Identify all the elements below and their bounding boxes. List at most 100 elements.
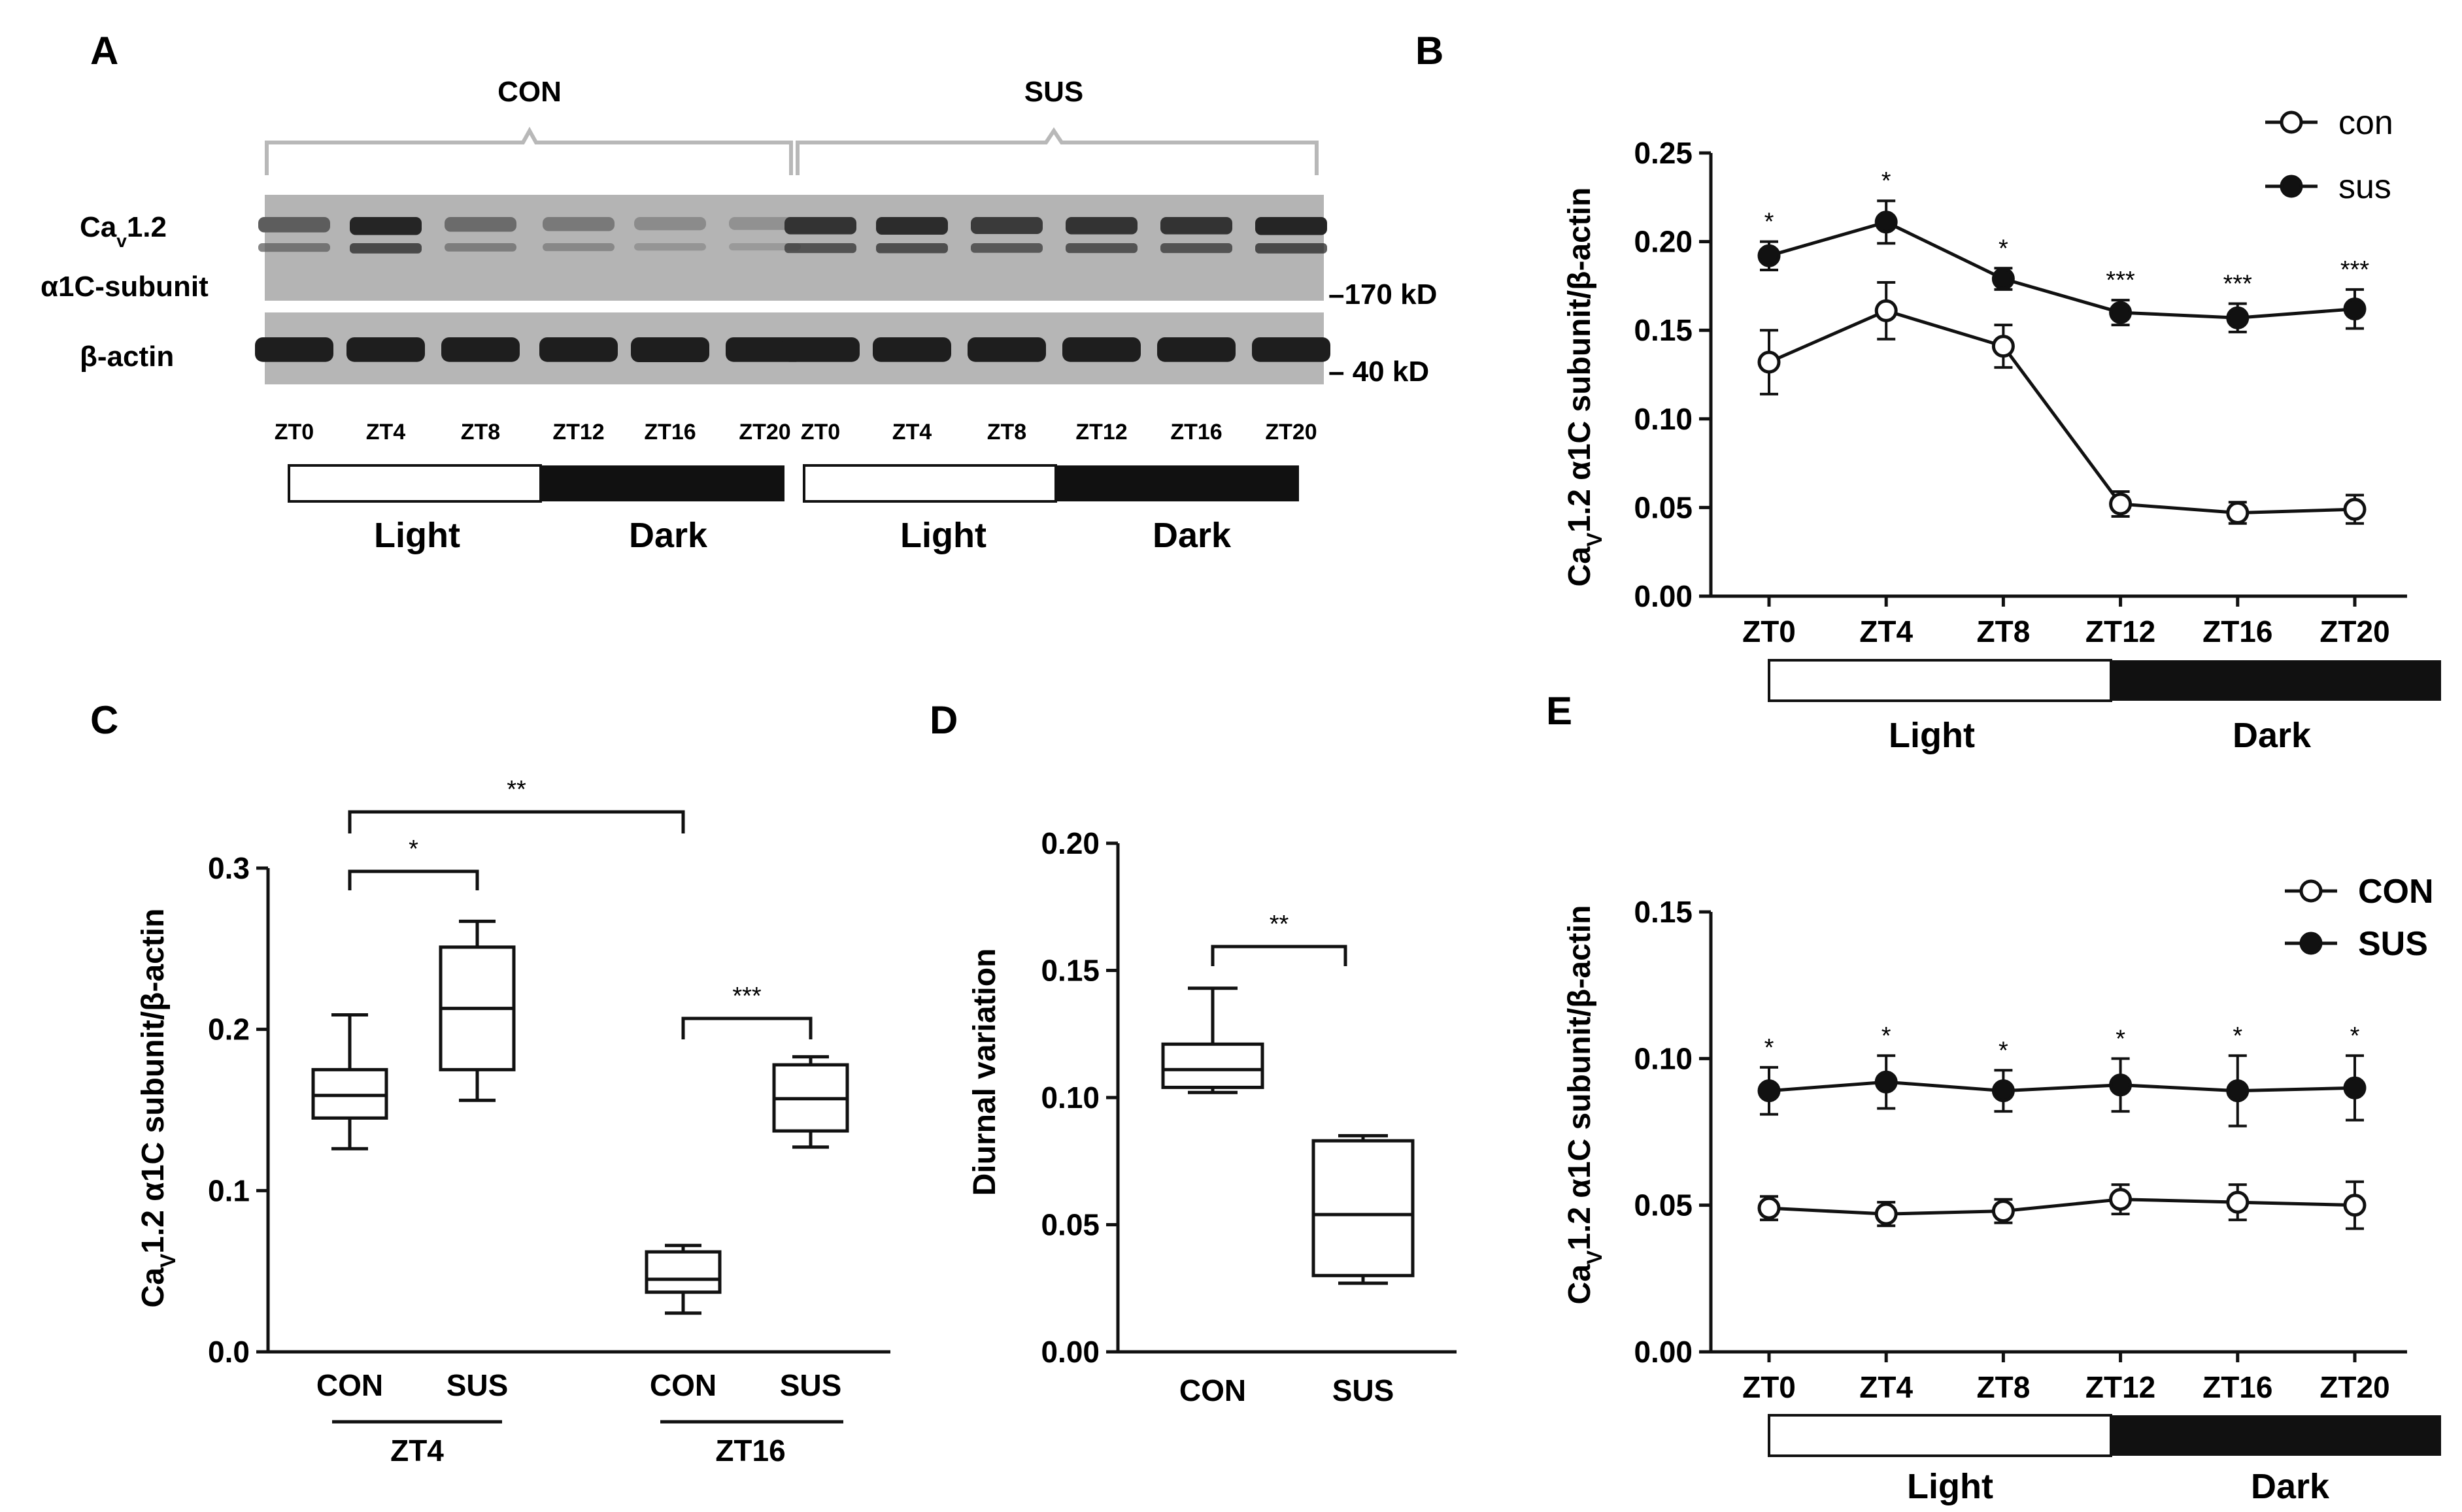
panel-e-significance: *: [1998, 1037, 2008, 1064]
blot-band-cav-lower: [350, 243, 422, 254]
panel-label-a: A: [90, 29, 118, 73]
panel-label-e: E: [1546, 689, 1572, 733]
panel-label-d: D: [930, 698, 958, 742]
panel-e-point-con: [2109, 1188, 2133, 1211]
blot-band-cav-lower: [784, 243, 856, 254]
blot-band-cav-lower: [258, 243, 330, 252]
panel-e-x-tick-label: ZT16: [2202, 1370, 2272, 1404]
blot-band-cav-upper: [634, 217, 706, 231]
panel-c-y-tick-label: 0.1: [208, 1173, 250, 1207]
blot-lane-label: ZT20: [1265, 420, 1317, 445]
panel-c-y-tick-label: 0.2: [208, 1013, 250, 1047]
blot-dark-bar-sus: [1056, 465, 1299, 501]
panel-b-legend-marker: [2280, 175, 2303, 198]
blot-band-cav-upper: [1255, 217, 1327, 235]
panel-b-x-tick-label: ZT20: [2319, 614, 2389, 648]
panel-e-point-con: [1757, 1196, 1781, 1220]
blot-band-cav-upper: [784, 217, 856, 235]
panel-b-ylabel: CaV1.2 α1C subunit/β-actin: [1562, 188, 1606, 587]
panel-b-light-bar: [1768, 659, 2112, 702]
panel-e-light-bar: [1768, 1414, 2112, 1457]
panel-e-x-tick-label: ZT12: [2085, 1370, 2155, 1404]
panel-b-y-tick-label: 0.05: [1634, 490, 1693, 524]
blot-group-con: CON: [497, 76, 562, 108]
panel-e-point-sus: [2109, 1073, 2133, 1097]
blot-lane-label: ZT0: [801, 420, 840, 445]
blot-band-cav-upper: [350, 217, 422, 235]
blot-lane-label: ZT16: [644, 420, 696, 445]
panel-c-x-tick-label: CON: [316, 1368, 383, 1402]
panel-b-legend-label: con: [2338, 104, 2393, 142]
blot-band-actin: [346, 337, 425, 362]
panel-c-box-con-body: [645, 1250, 722, 1294]
blot-group-sus: SUS: [1024, 76, 1083, 108]
blot-band-cav-lower: [543, 243, 615, 252]
panel-e-significance: *: [1764, 1034, 1774, 1062]
blot-dark-bar-con: [541, 465, 784, 501]
panel-e-significance: *: [2116, 1025, 2125, 1052]
panel-d: D Diurnal variation 0.00 0.05 0.10 0.15 0.20…: [930, 698, 1457, 1407]
panel-b-significance: ***: [2223, 271, 2253, 298]
panel-e-point-con: [1874, 1202, 1898, 1226]
panel-a: A CON SUS Cav1.2 α1C-subunit β-actin –17…: [41, 29, 1437, 555]
panel-b-point-con: [1874, 299, 1898, 322]
panel-b-point-con: [2109, 492, 2133, 516]
panel-d-ylabel: Diurnal variation: [968, 949, 1002, 1196]
panel-b-y-tick-label: 0.20: [1634, 225, 1693, 259]
panel-d-y-tick-label: 0.05: [1041, 1208, 1100, 1242]
panel-c-x-tick-label: SUS: [447, 1368, 509, 1402]
panel-c: C CaV1.2 α1C subunit/β-actin 0.0 0.1 0.2 0.…: [90, 698, 890, 1468]
panel-b-series-line-sus: [1768, 220, 2355, 320]
panel-label-b: B: [1415, 29, 1443, 73]
blot-band-cav-lower: [445, 243, 516, 252]
panel-b-x-tick-label: ZT0: [1742, 614, 1796, 648]
panel-d-y-tick-label: 0.15: [1041, 954, 1100, 988]
panel-e-dark-label: Dark: [2251, 1467, 2330, 1506]
panel-b-point-sus: [1991, 267, 2015, 291]
blot-brace-sus: [796, 127, 1319, 175]
panel-e-point-con: [2226, 1190, 2250, 1214]
blot-lane-label: ZT12: [1075, 420, 1127, 445]
panel-b-point-sus: [2109, 301, 2133, 324]
panel-c-group-zt16: ZT16: [715, 1434, 785, 1468]
panel-e-y-tick-label: 0.10: [1634, 1041, 1693, 1075]
panel-b-significance: *: [1764, 209, 1774, 236]
panel-b-x-tick-label: ZT8: [1977, 614, 2031, 648]
panel-d-x-tick-label: SUS: [1332, 1373, 1394, 1407]
blot-band-actin: [1252, 337, 1330, 362]
blot-band-cav-upper: [445, 217, 516, 232]
blot-protein-sublabel: α1C-subunit: [41, 271, 209, 303]
panel-e-legend-marker: [2299, 879, 2323, 903]
panel-b-point-sus: [2343, 297, 2367, 321]
blot-band-actin: [873, 337, 951, 362]
panel-e-y-tick-label: 0.15: [1634, 895, 1693, 929]
blot-marker-40: – 40 kD: [1328, 356, 1429, 388]
panel-c-x-tick-label: CON: [650, 1368, 717, 1402]
panel-e: E CaV1.2 α1C subunit/β-actin 0.00 0.05 0.1…: [1546, 689, 2441, 1506]
panel-d-y-tick-label: 0.10: [1041, 1081, 1100, 1115]
panel-b-legend-label: sus: [2338, 168, 2391, 206]
panel-b-x-tick-label: ZT4: [1859, 614, 1913, 648]
blot-actin-label: β-actin: [80, 341, 174, 373]
panel-b-point-con: [2343, 497, 2367, 521]
panel-c-bracket-label: ***: [732, 983, 762, 1010]
panel-c-bracket-label: **: [507, 776, 526, 803]
blot-lane-label: ZT4: [892, 420, 932, 445]
panel-e-x-tick-label: ZT20: [2319, 1370, 2389, 1404]
blot-band-actin: [781, 337, 860, 362]
panel-b-x-tick-label: ZT16: [2202, 614, 2272, 648]
panel-b-y-tick-label: 0.15: [1634, 313, 1693, 347]
blot-band-cav-lower: [729, 243, 801, 251]
blot-band-cav-upper: [1160, 217, 1232, 235]
panel-b-significance: ***: [2340, 256, 2370, 284]
blot-band-cav-lower: [1066, 243, 1138, 254]
blot-lane-label: ZT12: [552, 420, 604, 445]
blot-band-cav-lower: [1160, 243, 1232, 254]
blot-band-cav-upper: [543, 217, 615, 231]
blot-lane-label: ZT20: [739, 420, 790, 445]
panel-e-point-sus: [2343, 1076, 2367, 1100]
blot-band-cav-lower: [1255, 243, 1327, 254]
panel-c-bracket: [348, 810, 685, 833]
blot-light-bar-con: [288, 464, 542, 503]
